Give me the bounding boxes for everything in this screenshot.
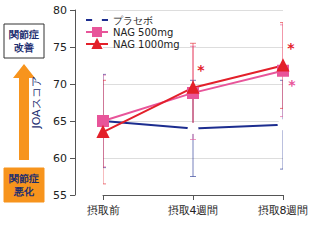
svg-text:摂取前: 摂取前 <box>87 204 120 217</box>
svg-text:55: 55 <box>53 189 67 202</box>
svg-text:*: * <box>287 40 295 56</box>
svg-text:*: * <box>288 77 296 93</box>
svg-text:JOAスコア: JOAスコア <box>30 76 43 129</box>
svg-text:関節症: 関節症 <box>9 173 39 184</box>
svg-text:改善: 改善 <box>14 42 34 53</box>
svg-text:関節症: 関節症 <box>9 29 39 40</box>
svg-text:65: 65 <box>53 115 67 128</box>
svg-text:摂取8週間: 摂取8週間 <box>258 204 309 217</box>
svg-text:NAG 1000mg: NAG 1000mg <box>113 39 180 50</box>
svg-text:NAG 500mg: NAG 500mg <box>113 27 173 38</box>
svg-text:悪化: 悪化 <box>13 186 35 197</box>
svg-text:80: 80 <box>53 4 67 17</box>
svg-text:70: 70 <box>53 78 67 91</box>
svg-text:75: 75 <box>53 41 67 54</box>
svg-text:摂取4週間: 摂取4週間 <box>168 204 219 217</box>
svg-text:プラセボ: プラセボ <box>113 15 153 26</box>
svg-text:*: * <box>197 62 205 78</box>
svg-text:60: 60 <box>53 152 67 165</box>
